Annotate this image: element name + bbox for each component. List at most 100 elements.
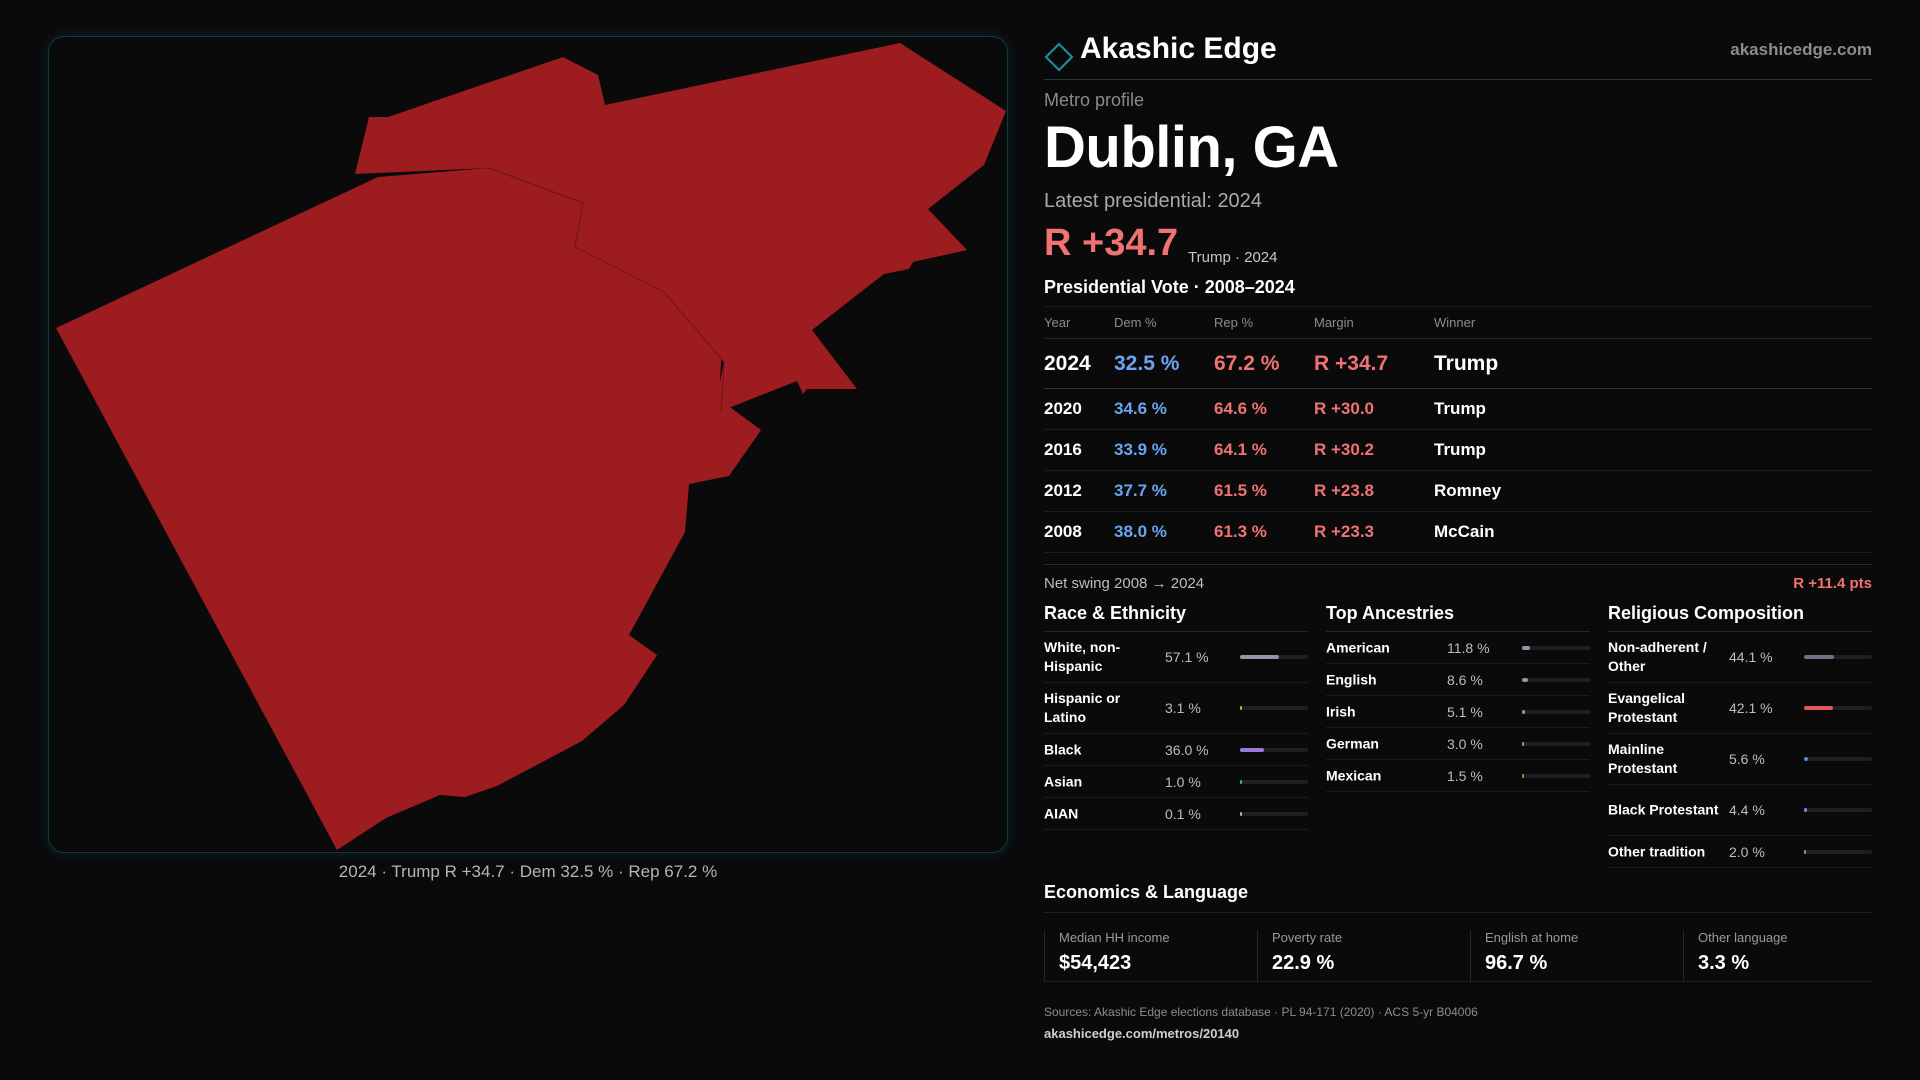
cell-year: 2012 xyxy=(1044,481,1082,500)
bar-fill xyxy=(1804,655,1834,659)
item-value: 5.6 % xyxy=(1729,751,1765,767)
bar-track xyxy=(1522,773,1590,778)
economics-grid: Median HH income $54,423 Poverty rate 22… xyxy=(1044,930,1872,982)
bar-track xyxy=(1804,808,1872,812)
list-item: Evangelical Protestant 42.1 % xyxy=(1608,683,1872,734)
cell-margin: R +30.0 xyxy=(1314,399,1375,418)
vote-table-title: Presidential Vote · 2008–2024 xyxy=(1044,277,1295,297)
cell-rep: 64.6 % xyxy=(1214,399,1267,418)
bar-track xyxy=(1804,655,1872,659)
item-value: 3.0 % xyxy=(1447,735,1483,752)
county-shape-main[interactable] xyxy=(56,168,761,850)
list-item: White, non-Hispanic 57.1 % xyxy=(1044,632,1308,683)
item-label: English xyxy=(1326,671,1377,687)
bar-fill xyxy=(1522,677,1528,682)
item-value: 5.1 % xyxy=(1447,703,1483,720)
table-row: 2012 37.7 % 61.5 % R +23.8 Romney xyxy=(1044,471,1872,512)
bar-fill xyxy=(1240,747,1265,752)
page-kicker: Metro profile xyxy=(1044,90,1145,110)
sources-note: Sources: Akashic Edge elections database… xyxy=(1044,1005,1478,1019)
religion-panel: Religious Composition Non-adherent / Oth… xyxy=(1608,600,1872,868)
item-label: Black xyxy=(1044,741,1082,757)
item-value: 3.1 % xyxy=(1165,700,1201,716)
cell-dem: 38.0 % xyxy=(1114,522,1167,541)
net-swing-label: Net swing 2008 → 2024 xyxy=(1044,575,1205,592)
bar-track xyxy=(1522,741,1590,746)
bar-track xyxy=(1240,747,1308,752)
vote-table: Year Dem % Rep % Margin Winner 2024 32.5… xyxy=(1044,306,1872,553)
divider xyxy=(1044,912,1872,913)
cell-margin: R +23.8 xyxy=(1314,481,1375,500)
header-year: Year xyxy=(1044,315,1071,330)
county-border xyxy=(488,167,725,412)
list-item: Hispanic or Latino 3.1 % xyxy=(1044,683,1308,734)
list-item: Non-adherent / Other 44.1 % xyxy=(1608,632,1872,683)
item-value: 42.1 % xyxy=(1729,700,1773,716)
cell-dem: 34.6 % xyxy=(1114,399,1167,418)
bar-track xyxy=(1240,779,1308,784)
item-value: 57.1 % xyxy=(1165,649,1209,665)
cell-dem: 33.9 % xyxy=(1114,440,1167,459)
cell-year: 2020 xyxy=(1044,399,1082,418)
header-rep: Rep % xyxy=(1214,315,1254,330)
bar-fill xyxy=(1240,811,1242,816)
cell-rep: 64.1 % xyxy=(1214,440,1267,459)
econ-label: English at home xyxy=(1485,930,1579,945)
item-value: 44.1 % xyxy=(1729,649,1773,665)
cell-margin: R +23.3 xyxy=(1314,522,1375,541)
item-label: American xyxy=(1326,639,1390,655)
bar-track xyxy=(1240,655,1308,659)
latest-presidential-label: Latest presidential: 2024 xyxy=(1044,190,1262,212)
bar-track xyxy=(1522,709,1590,714)
diamond-logo-icon xyxy=(1044,42,1074,72)
item-label: Other tradition xyxy=(1608,843,1706,859)
bar-fill xyxy=(1240,655,1279,659)
item-label: White, non-Hispanic xyxy=(1044,639,1121,674)
bar-fill xyxy=(1522,645,1531,650)
bar-track xyxy=(1240,811,1308,816)
item-value: 4.4 % xyxy=(1729,802,1765,818)
list-item: AIAN 0.1 % xyxy=(1044,798,1308,830)
brand-site-link[interactable]: akashicedge.com xyxy=(1730,40,1872,59)
page-title: Dublin, GA xyxy=(1044,115,1339,180)
econ-label: Poverty rate xyxy=(1272,930,1343,945)
table-row: 2024 32.5 % 67.2 % R +34.7 Trump xyxy=(1044,339,1872,389)
cell-dem: 37.7 % xyxy=(1114,481,1167,500)
item-value: 0.1 % xyxy=(1165,805,1201,822)
item-value: 1.0 % xyxy=(1165,773,1201,790)
economics-title: Economics & Language xyxy=(1044,882,1249,902)
list-item: Asian 1.0 % xyxy=(1044,766,1308,798)
bar-fill xyxy=(1522,741,1525,746)
brand-header: Akashic Edge akashicedge.com xyxy=(1044,32,1872,80)
bar-fill xyxy=(1240,706,1243,710)
item-value: 1.5 % xyxy=(1447,767,1483,784)
metro-url-link[interactable]: akashicedge.com/metros/20140 xyxy=(1044,1026,1240,1041)
item-label: Mexican xyxy=(1326,767,1382,783)
econ-card-income: Median HH income $54,423 xyxy=(1044,930,1257,982)
bar-track xyxy=(1522,677,1590,682)
cell-winner: Trump xyxy=(1434,351,1499,375)
table-row: 2020 34.6 % 64.6 % R +30.0 Trump xyxy=(1044,389,1872,430)
list-item: Mainline Protestant 5.6 % xyxy=(1608,734,1872,785)
list-item: Black Protestant 4.4 % xyxy=(1608,785,1872,836)
econ-value: $54,423 xyxy=(1059,952,1132,974)
metro-map[interactable] xyxy=(49,37,1008,853)
bar-track xyxy=(1804,757,1872,761)
cell-margin: R +34.7 xyxy=(1314,351,1389,375)
list-item: Other tradition 2.0 % xyxy=(1608,836,1872,868)
item-label: AIAN xyxy=(1044,805,1079,821)
econ-label: Median HH income xyxy=(1059,930,1170,945)
list-item: American 11.8 % xyxy=(1326,632,1590,664)
item-label: Evangelical Protestant xyxy=(1608,690,1686,725)
cell-winner: Romney xyxy=(1434,481,1502,500)
item-label: Black Protestant xyxy=(1608,801,1719,818)
bar-track xyxy=(1804,706,1872,710)
item-label: German xyxy=(1326,735,1379,751)
bar-fill xyxy=(1804,808,1807,812)
bar-track xyxy=(1522,645,1590,650)
list-item: Mexican 1.5 % xyxy=(1326,760,1590,792)
map-panel[interactable] xyxy=(48,36,1008,853)
table-row: 2008 38.0 % 61.3 % R +23.3 McCain xyxy=(1044,512,1872,553)
county-shape-north[interactable] xyxy=(355,43,1006,411)
item-value: 2.0 % xyxy=(1729,843,1765,860)
